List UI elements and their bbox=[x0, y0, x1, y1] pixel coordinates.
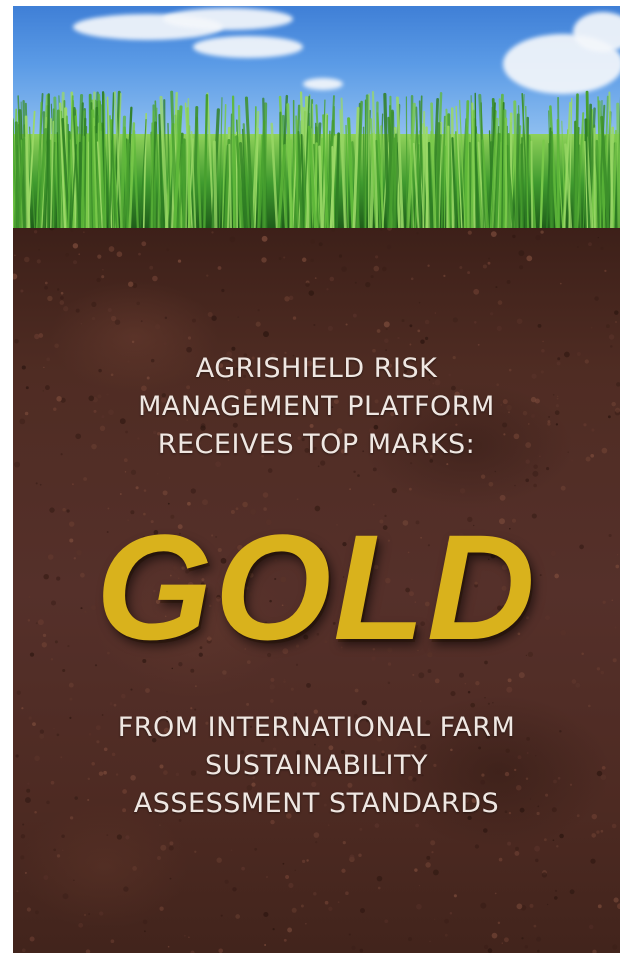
source-line: FROM INTERNATIONAL FARM bbox=[13, 709, 620, 747]
cloud bbox=[193, 36, 303, 58]
source-line: SUSTAINABILITY bbox=[13, 747, 620, 785]
cloud bbox=[163, 8, 293, 30]
grass-layer bbox=[13, 84, 620, 244]
source-line: ASSESSMENT STANDARDS bbox=[13, 785, 620, 823]
headline-line: RECEIVES TOP MARKS: bbox=[13, 426, 620, 464]
headline-line: MANAGEMENT PLATFORM bbox=[13, 388, 620, 426]
headline-line: AGRISHIELD RISK bbox=[13, 350, 620, 388]
award-source: FROM INTERNATIONAL FARM SUSTAINABILITY A… bbox=[13, 709, 620, 823]
award-title: GOLD bbox=[13, 512, 620, 662]
headline: AGRISHIELD RISK MANAGEMENT PLATFORM RECE… bbox=[13, 350, 620, 464]
award-poster: AGRISHIELD RISK MANAGEMENT PLATFORM RECE… bbox=[13, 6, 620, 953]
